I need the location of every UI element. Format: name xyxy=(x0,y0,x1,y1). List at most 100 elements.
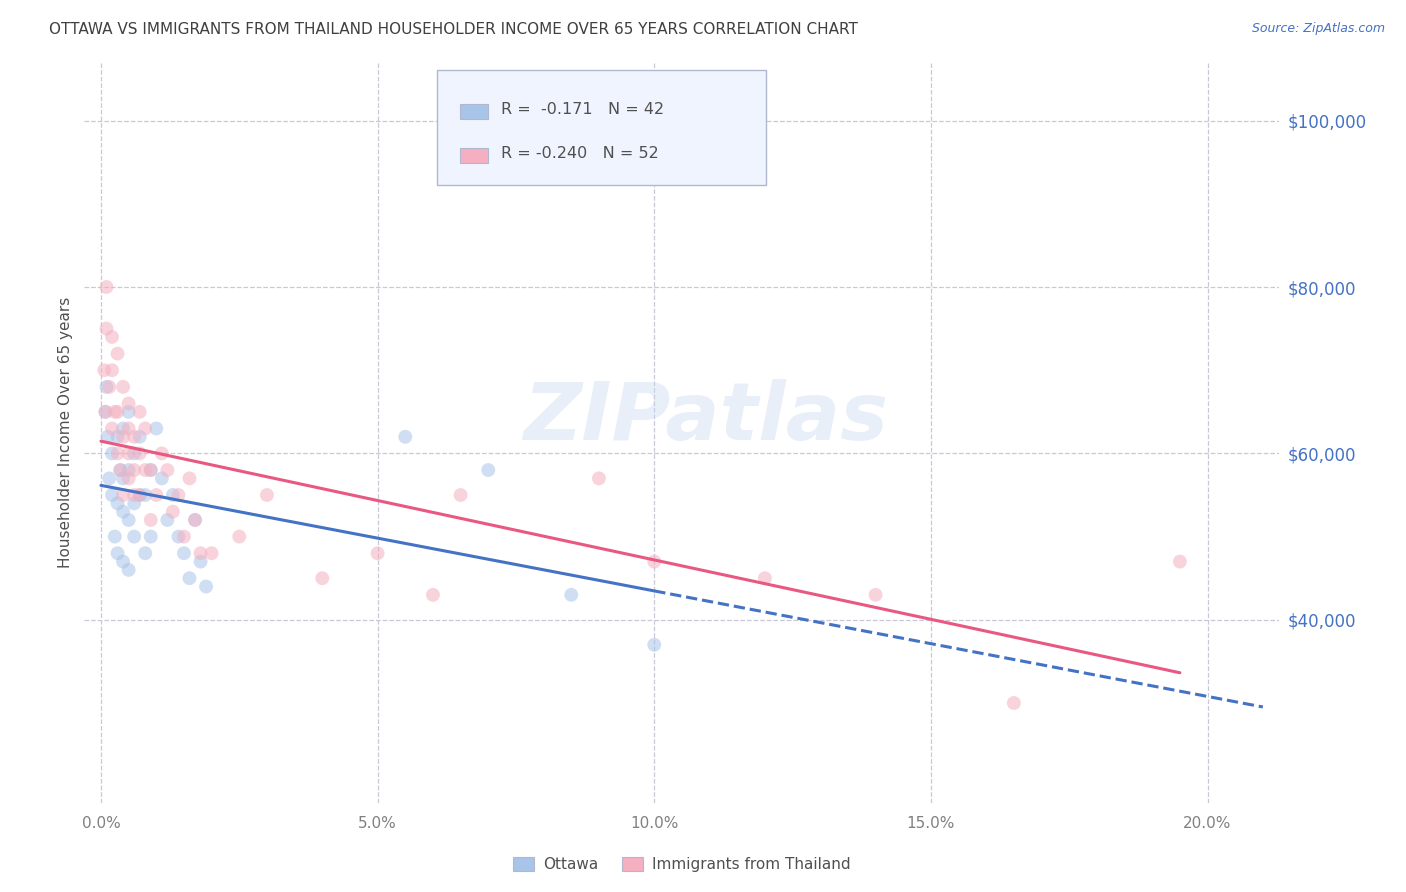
Point xyxy=(107,430,129,444)
Point xyxy=(107,405,129,419)
Point xyxy=(96,380,118,394)
Point xyxy=(1002,696,1025,710)
Point xyxy=(117,463,139,477)
FancyBboxPatch shape xyxy=(437,70,766,185)
Point xyxy=(128,446,150,460)
Point xyxy=(167,530,190,544)
Point xyxy=(93,363,115,377)
Point xyxy=(117,513,139,527)
Point xyxy=(107,446,129,460)
Point xyxy=(98,380,121,394)
Point xyxy=(128,430,150,444)
Point xyxy=(173,546,195,560)
Point xyxy=(112,505,135,519)
Point xyxy=(754,571,776,585)
Point xyxy=(179,471,201,485)
Point xyxy=(477,463,499,477)
Point xyxy=(107,496,129,510)
Point xyxy=(101,488,124,502)
Point xyxy=(139,530,162,544)
Point xyxy=(112,380,135,394)
Point xyxy=(145,488,167,502)
Point xyxy=(112,471,135,485)
Point xyxy=(184,513,207,527)
Point xyxy=(139,513,162,527)
Point xyxy=(162,488,184,502)
Point xyxy=(101,330,124,344)
Point xyxy=(112,421,135,435)
Point xyxy=(145,421,167,435)
Point xyxy=(122,463,145,477)
Point xyxy=(195,580,218,594)
Point xyxy=(588,471,610,485)
Point xyxy=(134,546,156,560)
Point xyxy=(156,513,179,527)
Point xyxy=(256,488,278,502)
Point xyxy=(101,363,124,377)
Point xyxy=(128,405,150,419)
Point xyxy=(134,421,156,435)
Point xyxy=(98,471,121,485)
Text: Source: ZipAtlas.com: Source: ZipAtlas.com xyxy=(1251,22,1385,36)
Y-axis label: Householder Income Over 65 years: Householder Income Over 65 years xyxy=(58,297,73,568)
Point xyxy=(643,555,665,569)
Text: OTTAWA VS IMMIGRANTS FROM THAILAND HOUSEHOLDER INCOME OVER 65 YEARS CORRELATION : OTTAWA VS IMMIGRANTS FROM THAILAND HOUSE… xyxy=(49,22,858,37)
Point xyxy=(228,530,250,544)
Point xyxy=(101,446,124,460)
Point xyxy=(156,463,179,477)
Point xyxy=(104,530,127,544)
Point xyxy=(110,463,132,477)
Point xyxy=(1168,555,1191,569)
Point xyxy=(107,546,129,560)
Point xyxy=(173,530,195,544)
Text: R =  -0.171   N = 42: R = -0.171 N = 42 xyxy=(502,102,665,117)
Point xyxy=(117,471,139,485)
Point xyxy=(94,405,117,419)
Point xyxy=(150,446,173,460)
Point xyxy=(107,346,129,360)
Point xyxy=(128,488,150,502)
Point xyxy=(450,488,472,502)
Point xyxy=(122,430,145,444)
Point xyxy=(179,571,201,585)
Point xyxy=(128,488,150,502)
Point xyxy=(134,463,156,477)
Point xyxy=(117,421,139,435)
Point xyxy=(97,430,120,444)
Point xyxy=(112,555,135,569)
Point xyxy=(422,588,444,602)
Point xyxy=(560,588,582,602)
Point xyxy=(117,405,139,419)
Point xyxy=(110,463,132,477)
Point xyxy=(112,430,135,444)
Point xyxy=(117,396,139,410)
Text: ZIPatlas: ZIPatlas xyxy=(523,379,889,457)
Point xyxy=(150,471,173,485)
Point xyxy=(190,555,212,569)
Point xyxy=(139,463,162,477)
Point xyxy=(122,496,145,510)
Point xyxy=(184,513,207,527)
Legend: Ottawa, Immigrants from Thailand: Ottawa, Immigrants from Thailand xyxy=(506,851,858,879)
Point xyxy=(162,505,184,519)
Point xyxy=(122,488,145,502)
Point xyxy=(394,430,416,444)
Point xyxy=(311,571,333,585)
Point xyxy=(190,546,212,560)
Point xyxy=(367,546,389,560)
Point xyxy=(94,405,117,419)
Point xyxy=(139,463,162,477)
FancyBboxPatch shape xyxy=(460,103,488,119)
Point xyxy=(122,446,145,460)
Point xyxy=(201,546,224,560)
Point xyxy=(643,638,665,652)
Point xyxy=(122,530,145,544)
Point xyxy=(865,588,887,602)
Point xyxy=(96,321,118,335)
Point xyxy=(117,446,139,460)
Point xyxy=(167,488,190,502)
Point xyxy=(101,421,124,435)
Point xyxy=(112,488,135,502)
FancyBboxPatch shape xyxy=(460,147,488,163)
Point xyxy=(134,488,156,502)
